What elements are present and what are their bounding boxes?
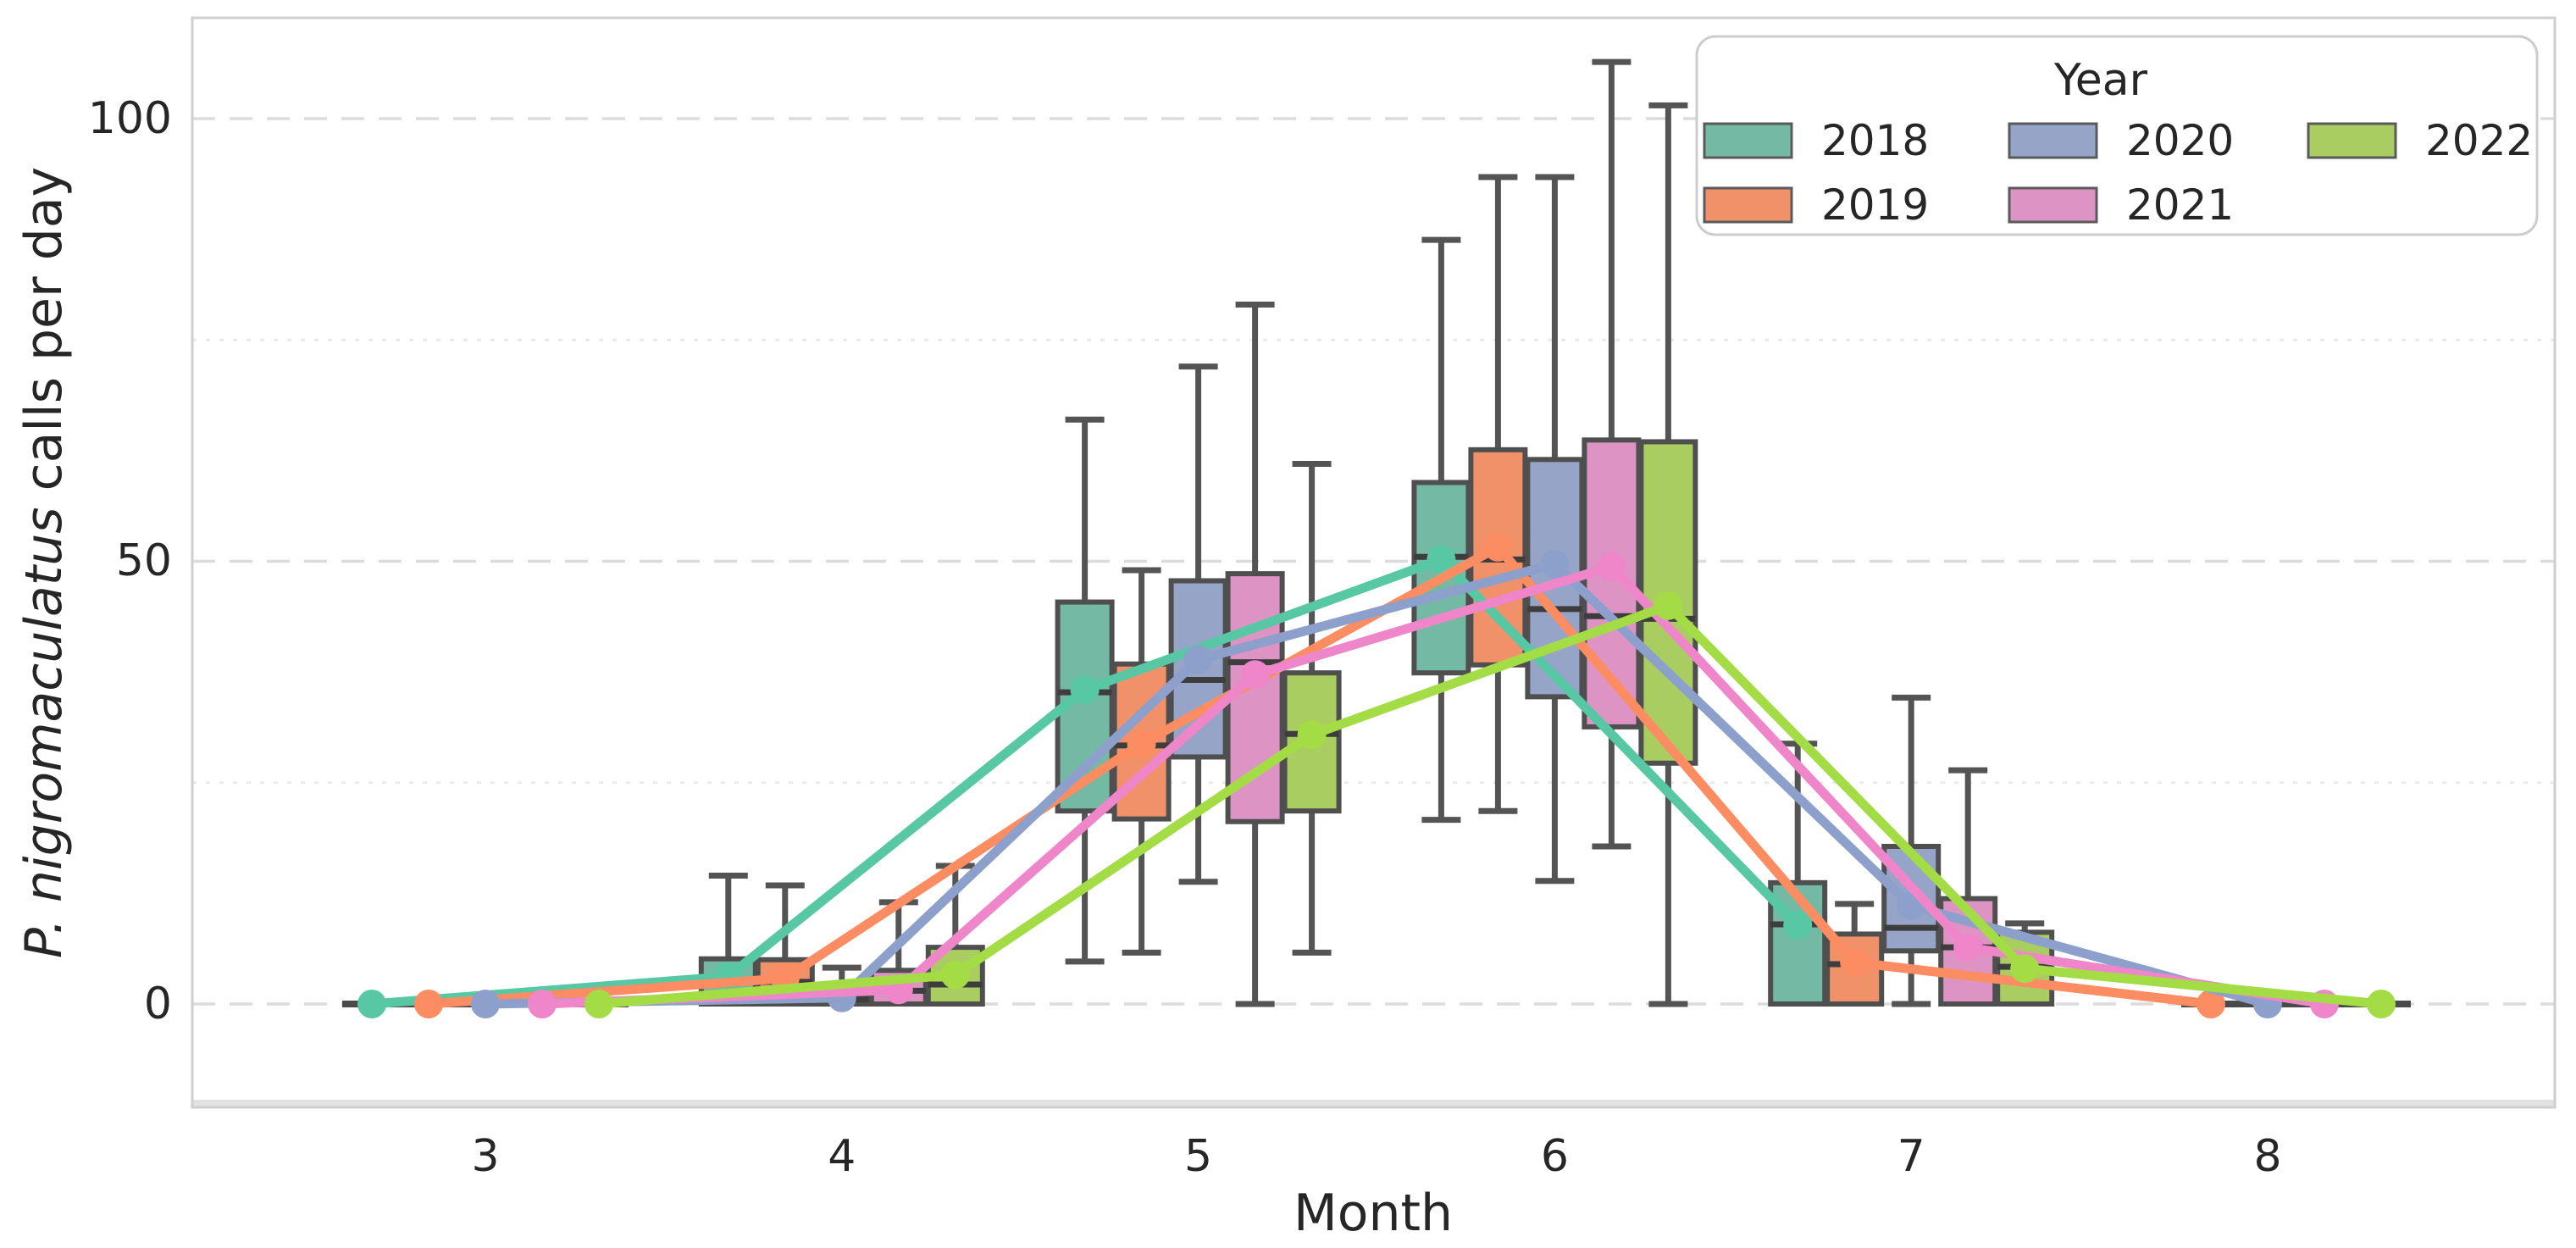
mean-marker-2018-m3	[357, 990, 386, 1018]
legend-title: Year	[2053, 55, 2148, 106]
legend-label-2020: 2020	[2126, 116, 2234, 165]
mean-marker-2018-m5	[1070, 675, 1100, 705]
mean-marker-2020-m5	[1183, 645, 1213, 674]
y-tick-0: 0	[144, 979, 172, 1029]
x-tick-3: 3	[471, 1131, 499, 1182]
legend-swatch-2021	[2008, 186, 2098, 224]
legend-label-2022: 2022	[2425, 116, 2533, 165]
mean-marker-2020-m3	[471, 990, 500, 1018]
x-tick-4: 4	[828, 1131, 856, 1182]
y-axis-label: P. nigromaculatus calls per day	[14, 167, 74, 958]
x-tick-5: 5	[1184, 1131, 1212, 1182]
mean-line-2022	[598, 601, 2382, 1009]
legend-label-2021: 2021	[2126, 180, 2234, 230]
y-tick-100: 100	[88, 93, 172, 144]
mean-marker-2022-m4	[940, 960, 970, 990]
mean-marker-2022-m3	[584, 990, 613, 1018]
mean-marker-2022-m6	[1654, 591, 1683, 620]
mean-marker-2018-m7	[1783, 910, 1813, 940]
box-2018-m7	[1768, 879, 1828, 1007]
mean-marker-2019-m7	[1840, 947, 1870, 977]
mean-marker-2021-m3	[528, 990, 557, 1018]
mean-marker-2019-m8	[2197, 990, 2225, 1018]
plot-frame	[191, 16, 2557, 1109]
mean-marker-2022-m5	[1297, 720, 1327, 750]
mean-marker-2018-m6	[1426, 545, 1456, 574]
legend-swatch-2018	[1703, 122, 1793, 159]
mean-marker-2020-m6	[1540, 549, 1570, 579]
mean-marker-2019-m5	[1127, 729, 1156, 758]
legend: Year 2018 2019 2020 2021 2022	[1695, 35, 2539, 236]
mean-marker-2019-m3	[414, 990, 443, 1018]
legend-swatch-2022	[2307, 122, 2397, 159]
x-tick-8: 8	[2253, 1131, 2281, 1182]
x-tick-7: 7	[1897, 1131, 1925, 1182]
y-axis-label-rest: calls per day	[14, 167, 74, 508]
legend-swatch-2019	[1703, 186, 1793, 224]
mean-marker-2021-m5	[1240, 660, 1270, 690]
x-tick-6: 6	[1541, 1131, 1569, 1182]
legend-label-2019: 2019	[1821, 180, 1929, 230]
mean-marker-2022-m7	[2010, 954, 2040, 984]
legend-label-2018: 2018	[1821, 116, 1929, 165]
legend-box	[1695, 35, 2539, 236]
meanline-layer	[357, 532, 2396, 1018]
mean-marker-2021-m7	[1953, 933, 1983, 962]
y-tick-50: 50	[116, 535, 172, 586]
x-axis-label: Month	[1294, 1184, 1453, 1243]
mean-marker-2022-m8	[2367, 990, 2396, 1018]
y-axis-label-species: P. nigromaculatus	[14, 507, 74, 958]
mean-marker-2019-m6	[1483, 532, 1513, 562]
mean-line-2019	[428, 542, 2212, 1009]
mean-marker-2021-m6	[1597, 552, 1626, 581]
legend-swatch-2020	[2008, 122, 2098, 159]
